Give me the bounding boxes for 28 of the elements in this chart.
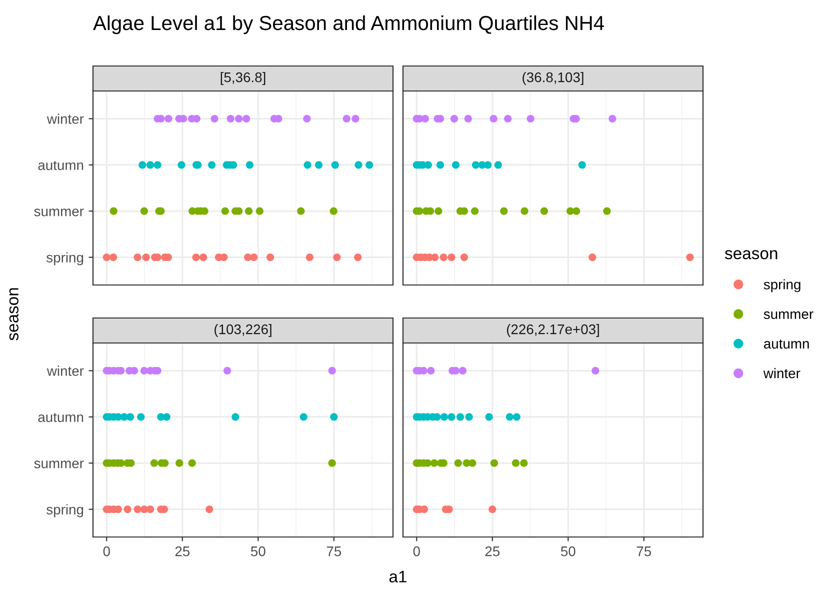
x-tick-label: 0	[103, 546, 110, 556]
y-tick-label: autumn	[38, 412, 84, 422]
chart-subtitle: (103,226]	[214, 324, 272, 337]
y-tick-label: spring	[46, 252, 84, 266]
x-tick-label: 25	[175, 546, 190, 556]
x-axis-title: a1	[389, 570, 406, 582]
chart-title: Algae Level a1 by Season and Ammonium Quartiles NH4	[93, 15, 604, 34]
y-tick-label: winter	[46, 366, 84, 376]
y-tick-label: autumn	[38, 160, 84, 170]
legend-label: winter	[763, 368, 800, 378]
x-tick-label: 75	[326, 546, 342, 556]
y-tick-label: summer	[34, 208, 84, 216]
y-axis-title: season	[9, 288, 18, 340]
legend-title: season	[724, 250, 778, 260]
x-tick-label: 50	[560, 546, 576, 556]
x-tick-label: 25	[485, 546, 500, 556]
y-tick-label: spring	[46, 504, 84, 518]
chart-subtitle: (36.8,103]	[522, 72, 584, 85]
legend-label: autumn	[764, 340, 809, 349]
x-tick-label: 75	[636, 546, 652, 556]
x-tick-label: 0	[413, 546, 420, 556]
legend-label: spring	[764, 279, 800, 292]
legend-label: summer	[764, 311, 814, 320]
y-tick-label: summer	[34, 460, 84, 468]
chart-subtitle: [5,36.8]	[220, 72, 266, 85]
x-tick-label: 50	[250, 546, 266, 556]
y-tick-label: winter	[46, 114, 84, 124]
chart-subtitle: (226,2.17e+03]	[506, 324, 599, 337]
